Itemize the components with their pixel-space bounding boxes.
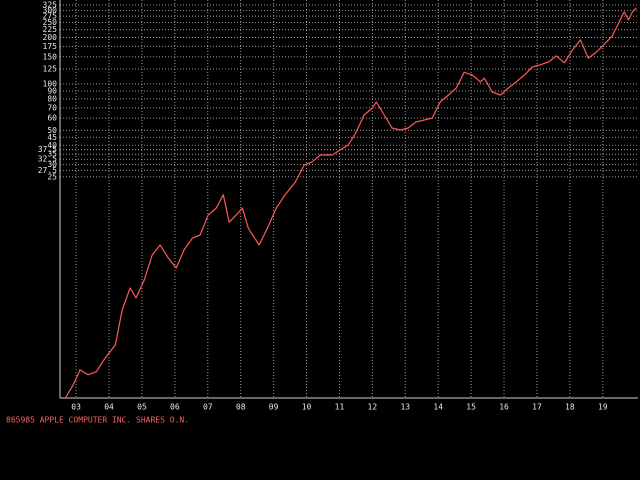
- y-tick-label: 50: [47, 126, 57, 135]
- y-tick-label: 80: [47, 94, 57, 103]
- x-tick-label: 17: [532, 403, 542, 412]
- x-tick-label: 13: [400, 403, 410, 412]
- grid: [60, 0, 638, 398]
- y-tick-label: 250: [43, 18, 58, 27]
- y-tick-label: 175: [43, 42, 58, 51]
- y-tick-label: 275: [43, 12, 58, 21]
- x-tick-label: 05: [137, 403, 147, 412]
- y-tick-label: 100: [43, 79, 58, 88]
- y-tick-label: 90: [47, 86, 57, 95]
- x-tick-label: 06: [170, 403, 180, 412]
- x-tick-label: 09: [269, 403, 279, 412]
- y-tick-label: 300: [43, 6, 58, 15]
- y-tick-label: 27.5: [38, 166, 57, 175]
- y-tick-label: 150: [43, 52, 58, 61]
- y-tick-label: 25: [47, 172, 57, 181]
- x-tick-label: 07: [203, 403, 213, 412]
- y-tick-label: 35: [47, 150, 57, 159]
- x-tick-label: 14: [433, 403, 443, 412]
- plot: [64, 7, 637, 399]
- y-tick-label: 40: [47, 141, 57, 150]
- y-tick-label: 325: [43, 0, 58, 9]
- x-tick-label: 10: [302, 403, 312, 412]
- y-tick-label: 225: [43, 25, 58, 34]
- x-tick-label: 15: [466, 403, 476, 412]
- y-tick-label: 37.5: [38, 145, 57, 154]
- y-tick-label: 30: [47, 160, 57, 169]
- y-tick-label: 60: [47, 114, 57, 123]
- footer: 865985 APPLE COMPUTER INC. SHARES O.N.: [6, 416, 189, 425]
- x-tick-label: 11: [335, 403, 345, 412]
- y-tick-label: 45: [47, 133, 57, 142]
- y-tick-label: 70: [47, 103, 57, 112]
- y-tick-label: 200: [43, 33, 58, 42]
- x-tick-label: 12: [368, 403, 378, 412]
- y-tick-label: 125: [43, 64, 58, 73]
- x-tick-label: 04: [104, 403, 114, 412]
- x-tick-label: 18: [565, 403, 575, 412]
- x-tick-label: 08: [236, 403, 246, 412]
- x-tick-label: 19: [598, 403, 608, 412]
- price-line: [64, 7, 637, 399]
- x-tick-label: 03: [71, 403, 81, 412]
- y-tick-label: 32.5: [38, 155, 57, 164]
- tick-labels: 3253002752502252001751501251009080706050…: [38, 0, 608, 411]
- x-tick-label: 16: [499, 403, 509, 412]
